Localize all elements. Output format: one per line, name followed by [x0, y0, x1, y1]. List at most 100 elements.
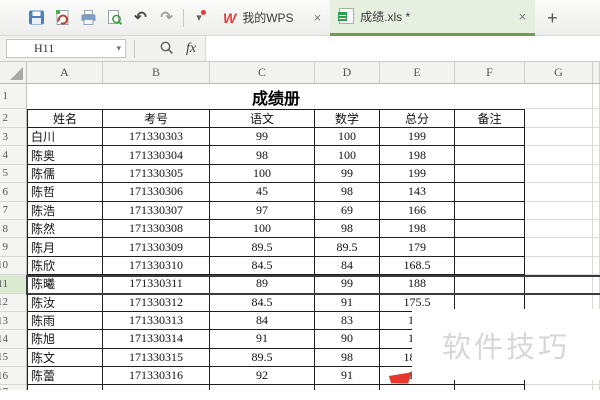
cell-id[interactable]: 171330304 — [103, 146, 210, 165]
cell-chinese[interactable]: 100 — [210, 219, 315, 239]
cell-id[interactable]: 171330309 — [103, 238, 210, 257]
new-tab-button[interactable]: + — [547, 7, 558, 28]
cell-name[interactable]: 陈蕾 — [27, 367, 103, 386]
cell-id[interactable]: 171330316 — [103, 367, 210, 386]
cell-name[interactable]: 陈汝 — [27, 293, 103, 312]
cell-math[interactable]: 99 — [315, 275, 380, 294]
chevron-down-icon[interactable]: ▾ — [116, 43, 121, 53]
print-icon[interactable] — [80, 9, 97, 26]
row-header-12[interactable]: 12 — [0, 293, 27, 312]
cell-chinese[interactable]: 89.5 — [210, 348, 315, 368]
close-icon[interactable]: × — [313, 10, 322, 25]
cell-g[interactable] — [525, 385, 593, 390]
export-pdf-icon[interactable] — [54, 9, 71, 26]
search-icon[interactable] — [159, 40, 176, 57]
cell-total[interactable]: 198 — [380, 219, 455, 239]
redo-icon[interactable]: ↷ — [160, 9, 173, 26]
print-preview-icon[interactable] — [106, 9, 123, 26]
cell-math[interactable]: 83 — [315, 311, 380, 331]
cell-id[interactable]: 171330311 — [103, 275, 210, 294]
row-header-6[interactable]: 6 — [0, 183, 27, 202]
row-header-17[interactable]: 17 — [0, 385, 27, 390]
cell-empty[interactable] — [455, 385, 525, 390]
cell-remark[interactable] — [455, 146, 525, 165]
name-box[interactable]: H11 ▾ — [6, 39, 126, 58]
cell-g[interactable] — [525, 146, 593, 165]
cell-math[interactable]: 98 — [315, 348, 380, 368]
undo-icon[interactable]: ↶ — [134, 9, 147, 26]
cell-chinese[interactable]: 89.5 — [210, 238, 315, 257]
cell-total[interactable]: 166 — [380, 201, 455, 220]
header-cell[interactable]: 备注 — [455, 109, 525, 128]
cell-g[interactable] — [525, 84, 593, 109]
row-header-16[interactable]: 16 — [0, 367, 27, 386]
cell-name[interactable]: 陈奥 — [27, 146, 103, 165]
cell-total[interactable]: 198 — [380, 146, 455, 165]
cell-id[interactable]: 171330303 — [103, 128, 210, 147]
cell-empty[interactable] — [210, 385, 315, 390]
cell-g[interactable] — [525, 256, 593, 276]
cell-chinese[interactable]: 89 — [210, 275, 315, 294]
fx-icon[interactable]: fx — [186, 40, 197, 56]
cell-chinese[interactable]: 99 — [210, 128, 315, 147]
cell-math[interactable]: 100 — [315, 128, 380, 147]
customize-toolbar-dropdown-icon[interactable]: ▾ — [192, 9, 206, 26]
cell-chinese[interactable]: 84.5 — [210, 256, 315, 276]
cell-total[interactable]: 168.5 — [380, 256, 455, 276]
row-header-13[interactable]: 13 — [0, 311, 27, 331]
cell-chinese[interactable]: 84 — [210, 311, 315, 331]
cell-remark[interactable] — [455, 256, 525, 276]
row-header-8[interactable]: 8 — [0, 219, 27, 239]
row-header-10[interactable]: 10 — [0, 256, 27, 276]
cell-id[interactable]: 171330315 — [103, 348, 210, 368]
cell-id[interactable]: 171330310 — [103, 256, 210, 276]
cell-g[interactable] — [525, 183, 593, 202]
header-cell[interactable]: 总分 — [380, 109, 455, 128]
cell-math[interactable]: 91 — [315, 367, 380, 386]
cell-chinese[interactable]: 100 — [210, 164, 315, 184]
cell-id[interactable]: 171330307 — [103, 201, 210, 220]
cell-id[interactable]: 171330314 — [103, 330, 210, 349]
cell-remark[interactable] — [455, 238, 525, 257]
cell-name[interactable]: 陈浩 — [27, 201, 103, 220]
save-icon[interactable] — [28, 9, 45, 26]
sheet-title[interactable]: 成绩册 — [251, 90, 300, 108]
cell-chinese[interactable]: 45 — [210, 183, 315, 202]
cell-math[interactable]: 91 — [315, 293, 380, 312]
cell-total[interactable]: 179 — [380, 238, 455, 257]
row-header-4[interactable]: 4 — [0, 146, 27, 165]
cell-name[interactable]: 陈旭 — [27, 330, 103, 349]
cell-name[interactable]: 陈雨 — [27, 311, 103, 331]
select-all-corner[interactable] — [0, 62, 27, 83]
column-header-A[interactable]: A — [27, 62, 103, 83]
row-header-3[interactable]: 3 — [0, 128, 27, 147]
column-header-C[interactable]: C — [210, 62, 315, 83]
cell-g[interactable] — [525, 109, 593, 128]
cell-total[interactable]: 143 — [380, 183, 455, 202]
column-header-G[interactable]: G — [525, 62, 593, 83]
cell-id[interactable]: 171330305 — [103, 164, 210, 184]
cell-name[interactable]: 陈文 — [27, 348, 103, 368]
column-header-D[interactable]: D — [315, 62, 380, 83]
cell-total[interactable]: 199 — [380, 128, 455, 147]
header-cell[interactable]: 考号 — [103, 109, 210, 128]
cell-g[interactable] — [525, 238, 593, 257]
cell-remark[interactable] — [455, 219, 525, 239]
cell-name[interactable]: 白川 — [27, 128, 103, 147]
cell-id[interactable]: 171330313 — [103, 311, 210, 331]
cell-math[interactable]: 84 — [315, 256, 380, 276]
row-header-1[interactable]: 1 — [0, 84, 27, 109]
cell-math[interactable]: 69 — [315, 201, 380, 220]
cell-chinese[interactable]: 84.5 — [210, 293, 315, 312]
row-header-14[interactable]: 14 — [0, 330, 27, 349]
cell-name[interactable]: 陈欣 — [27, 256, 103, 276]
column-header-F[interactable]: F — [455, 62, 525, 83]
cell-total[interactable]: 188 — [380, 275, 455, 294]
cell-name[interactable]: 陈哲 — [27, 183, 103, 202]
cell-name[interactable]: 陈儒 — [27, 164, 103, 184]
cell-chinese[interactable]: 92 — [210, 367, 315, 386]
cell-math[interactable]: 89.5 — [315, 238, 380, 257]
cell-remark[interactable] — [455, 164, 525, 184]
cell-math[interactable]: 90 — [315, 330, 380, 349]
cell-math[interactable]: 98 — [315, 183, 380, 202]
